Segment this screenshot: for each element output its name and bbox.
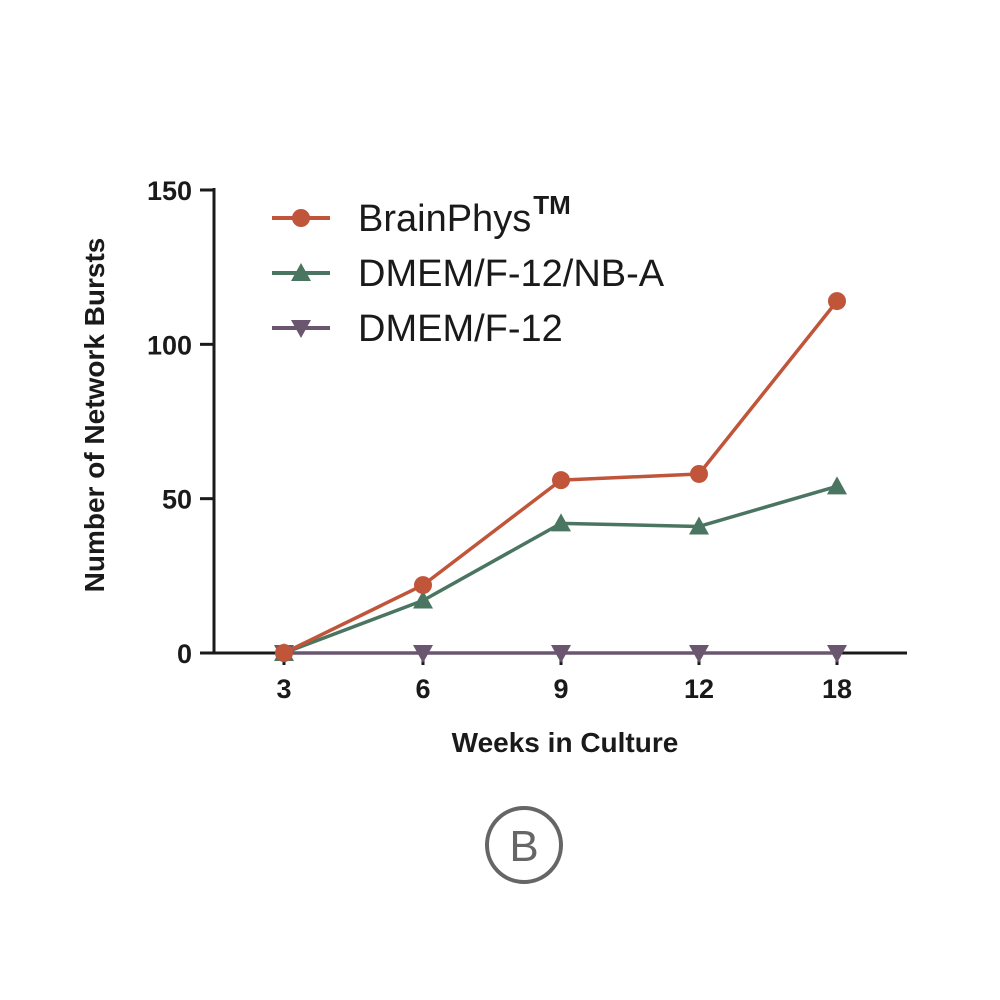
legend-marker [292,209,310,227]
x-tick-label: 12 [684,674,714,704]
data-point [551,645,571,663]
legend-item: DMEM/F-12/NB-A [272,253,665,295]
legend-item: DMEM/F-12 [272,308,563,350]
y-ticks: 0 50 100 150 [147,176,214,669]
legend: BrainPhys TM DMEM/F-12/NB-A DMEM/F-12 [272,190,665,350]
y-tick-label: 150 [147,176,192,206]
y-tick-label: 50 [162,485,192,515]
x-tick-label: 9 [553,674,568,704]
legend-label: DMEM/F-12/NB-A [358,253,665,295]
series-layer [274,292,847,663]
data-point [689,645,709,663]
data-point [552,471,570,490]
series-1 [274,476,847,661]
data-point [827,645,847,663]
data-point [551,513,571,532]
legend-item: BrainPhys TM [272,190,571,240]
data-point [828,292,846,311]
legend-marker [291,263,311,281]
legend-marker [291,320,311,338]
x-tick-label: 3 [276,674,291,704]
y-tick-label: 100 [147,330,192,360]
y-axis-title: Number of Network Bursts [79,238,110,593]
x-ticks: 3 6 9 12 18 [276,653,852,704]
data-point [275,644,293,662]
panel-label-circle [485,806,563,884]
data-point [413,590,433,609]
panel-label-letter: B [509,822,538,871]
x-tick-label: 18 [822,674,852,704]
x-tick-label: 6 [415,674,430,704]
data-point [689,516,709,535]
data-point [414,576,432,595]
y-tick-label: 0 [177,639,192,669]
series-2 [274,645,847,663]
series-0 [275,292,846,662]
series-line [283,484,838,655]
legend-label: BrainPhys [358,198,531,240]
data-point [413,645,433,663]
legend-label-trademark: TM [533,190,571,220]
data-point [690,464,708,483]
x-axis-title: Weeks in Culture [452,727,679,758]
panel-label: B [485,806,563,884]
legend-label: DMEM/F-12 [358,308,563,350]
data-point [827,476,847,495]
